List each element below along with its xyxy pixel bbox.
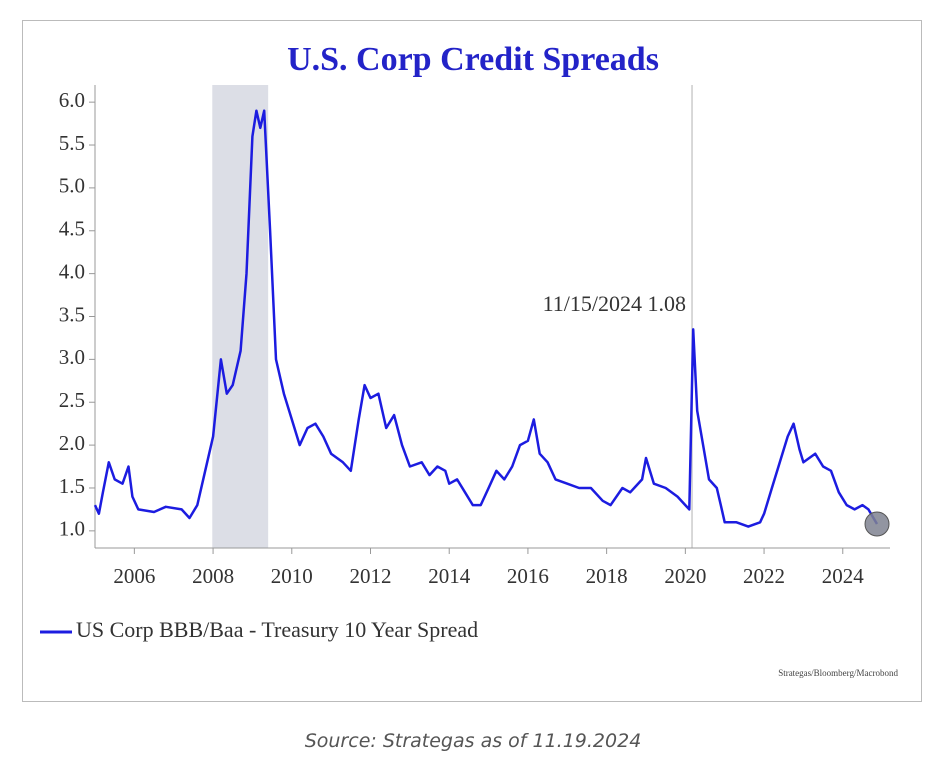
y-tick-label: 6.0 [59, 88, 85, 112]
series-line [93, 109, 879, 528]
y-tick-label: 5.0 [59, 174, 85, 198]
y-tick-label: 4.5 [59, 217, 85, 241]
annotation-marker [864, 511, 890, 537]
chart-frame [22, 20, 922, 702]
y-tick-label: 3.0 [59, 345, 85, 369]
x-tick-label: 2008 [192, 564, 234, 588]
x-tick-label: 2018 [586, 564, 628, 588]
x-tick-label: 2024 [822, 564, 865, 588]
source-caption: Source: Strategas as of 11.19.2024 [304, 730, 642, 752]
y-tick-label: 3.5 [59, 302, 85, 326]
credit: Strategas/Bloomberg/Macrobond [778, 668, 898, 678]
recession-shade [212, 85, 269, 548]
y-tick-label: 4.0 [59, 259, 85, 283]
y-tick-label: 1.5 [59, 474, 85, 498]
annotation-label: 11/15/2024 1.08 [543, 291, 686, 316]
x-tick-label: 2012 [349, 564, 391, 588]
legend-label: US Corp BBB/Baa - Treasury 10 Year Sprea… [76, 617, 478, 642]
y-tick-label: 5.5 [59, 131, 85, 155]
x-tick-label: 2022 [743, 564, 785, 588]
x-tick-label: 2006 [113, 564, 155, 588]
y-tick-label: 1.0 [59, 517, 85, 541]
x-tick-label: 2014 [428, 564, 471, 588]
x-tick-label: 2020 [664, 564, 706, 588]
x-tick-label: 2016 [507, 564, 549, 588]
chart-title: U.S. Corp Credit Spreads [287, 41, 659, 78]
y-tick-label: 2.5 [59, 388, 85, 412]
y-tick-label: 2.0 [59, 431, 85, 455]
x-tick-label: 2010 [271, 564, 313, 588]
